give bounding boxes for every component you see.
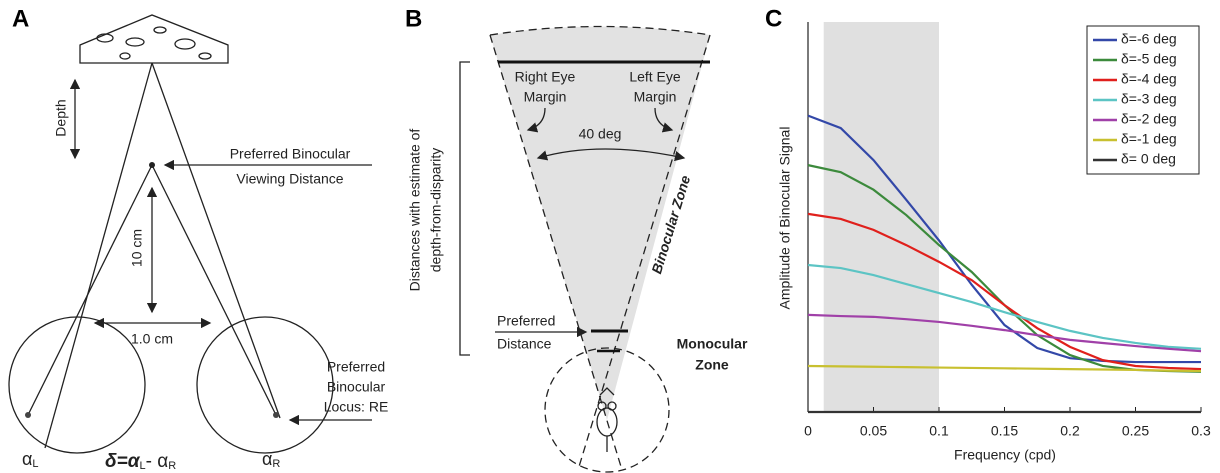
arrow — [526, 107, 546, 133]
label: Preferred Binocular — [230, 146, 351, 162]
angle-arrow — [536, 148, 686, 162]
x-tick-label: 0.2 — [1060, 423, 1080, 439]
x-tick-label: 0.15 — [991, 423, 1018, 439]
x-tick-label: 0.3 — [1191, 423, 1211, 439]
mouse — [596, 387, 618, 452]
label: Preferred — [497, 313, 555, 329]
panel-label: A — [12, 5, 29, 32]
eq-part: δ=α — [105, 451, 141, 472]
label: Right Eye — [515, 69, 576, 85]
bracket — [459, 61, 470, 356]
label: Left Eye — [629, 69, 681, 85]
panel-label: B — [405, 5, 422, 32]
label: Zone — [695, 357, 729, 373]
sight-lines — [27, 62, 281, 449]
label: Viewing Distance — [236, 171, 343, 187]
label: Distance — [497, 336, 552, 352]
legend-label: δ=-4 deg — [1121, 71, 1177, 87]
legend-label: δ=-6 deg — [1121, 31, 1177, 47]
locus — [273, 412, 279, 418]
fixation-point — [149, 162, 155, 168]
right-eye — [196, 316, 334, 454]
label: Monocular — [677, 336, 748, 352]
x-tick-label: 0.25 — [1122, 423, 1149, 439]
label: 1.0 cm — [131, 331, 173, 347]
subscript: R — [168, 460, 176, 472]
legend-label: δ=-1 deg — [1121, 131, 1177, 147]
label: Binocular — [327, 379, 386, 395]
label: Locus: RE — [324, 399, 389, 415]
x-axis-label: Frequency (cpd) — [954, 447, 1056, 463]
label: depth-from-disparity — [428, 148, 444, 273]
label: Margin — [634, 89, 677, 105]
subscript: L — [139, 460, 145, 472]
locus — [25, 412, 31, 418]
cheese-holes — [96, 26, 212, 60]
series-line — [807, 313, 1202, 353]
symbol: α — [262, 449, 272, 469]
symbol: α — [22, 449, 32, 469]
label: Depth — [53, 99, 69, 136]
arrow — [654, 107, 674, 133]
series-line — [807, 263, 1202, 350]
series-line — [807, 114, 1201, 364]
shaded-band — [823, 22, 939, 412]
alpha-left: αL — [22, 449, 39, 470]
eq-part: - α — [146, 451, 169, 472]
subscript: R — [272, 458, 280, 470]
series-line — [807, 212, 1202, 371]
left-eye — [8, 316, 146, 454]
panel-a: A Depth Preferred Binocular Viewing Dist… — [8, 5, 389, 472]
equation: δ=αL- αR — [105, 451, 176, 472]
label: 10 cm — [129, 229, 145, 267]
label: Preferred — [327, 359, 385, 375]
x-tick-label: 0.1 — [929, 423, 949, 439]
monocular-zone — [544, 347, 670, 473]
legend-label: δ=-2 deg — [1121, 111, 1177, 127]
y-axis-label: Amplitude of Binocular Signal — [777, 127, 793, 310]
panel-c: C Frequency (cpd) Amplitude of Binocular… — [765, 5, 1211, 462]
legend-label: δ=-3 deg — [1121, 91, 1177, 107]
x-tick-label: 0.05 — [860, 423, 887, 439]
label: Margin — [524, 89, 567, 105]
label: 40 deg — [579, 126, 622, 142]
series-line — [807, 364, 1202, 373]
panel-b: B Right Eye Margin Left Eye Margin 40 de… — [405, 5, 748, 473]
x-tick-label: 0 — [804, 423, 812, 439]
alpha-right: αR — [262, 449, 280, 470]
arc — [489, 25, 711, 36]
margin-line — [577, 34, 711, 471]
cheese — [79, 14, 229, 64]
legend-label: δ= 0 deg — [1121, 151, 1176, 167]
legend-label: δ=-5 deg — [1121, 51, 1177, 67]
binocular-zone — [490, 26, 710, 420]
label: Distances with estimate of — [407, 129, 423, 292]
panel-label: C — [765, 5, 782, 32]
subscript: L — [32, 458, 38, 470]
